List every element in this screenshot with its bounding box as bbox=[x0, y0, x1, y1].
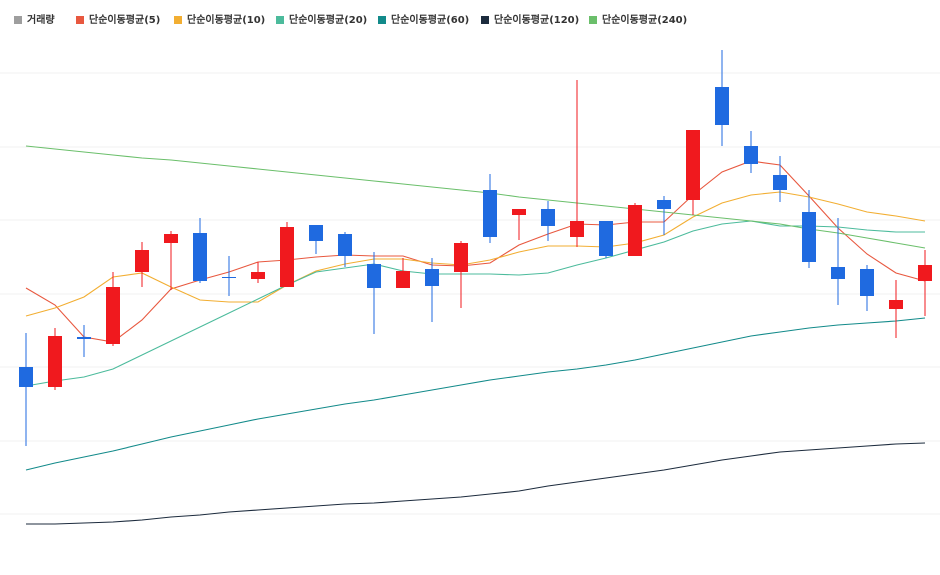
candle-body bbox=[164, 234, 178, 243]
legend-swatch bbox=[276, 16, 284, 24]
candle-body bbox=[396, 271, 410, 288]
candle-body bbox=[280, 227, 294, 287]
candle-body bbox=[918, 265, 932, 281]
legend-label: 단순이동평균(240) bbox=[602, 13, 687, 26]
legend-label: 단순이동평균(20) bbox=[289, 13, 367, 26]
legend-swatch bbox=[174, 16, 182, 24]
candle-body bbox=[425, 269, 439, 286]
candle-body bbox=[889, 300, 903, 309]
ma-line bbox=[25, 317, 926, 471]
candle-body bbox=[541, 209, 555, 226]
ma-line bbox=[26, 442, 926, 525]
ma-line bbox=[25, 160, 926, 343]
legend-label: 단순이동평균(120) bbox=[494, 13, 579, 26]
legend-label: 단순이동평균(5) bbox=[89, 13, 160, 26]
legend-swatch bbox=[76, 16, 84, 24]
candle-body bbox=[19, 367, 33, 387]
legend-label: 단순이동평균(10) bbox=[187, 13, 265, 26]
candle-body bbox=[367, 264, 381, 288]
ma-line bbox=[25, 220, 925, 387]
legend-label: 거래량 bbox=[27, 13, 55, 26]
legend-swatch bbox=[378, 16, 386, 24]
candle-body bbox=[657, 200, 671, 209]
candle-body bbox=[599, 221, 613, 256]
candle-body bbox=[570, 221, 584, 237]
candle-body bbox=[222, 277, 236, 278]
candle-body bbox=[715, 87, 729, 125]
ma-line bbox=[25, 191, 926, 317]
candle-body bbox=[860, 269, 874, 296]
candle-body bbox=[831, 267, 845, 279]
candle-body bbox=[773, 175, 787, 190]
legend-swatch bbox=[481, 16, 489, 24]
candle-body bbox=[338, 234, 352, 256]
candle-body bbox=[686, 130, 700, 200]
candle-body bbox=[193, 233, 207, 281]
candle-body bbox=[309, 225, 323, 241]
candle-body bbox=[744, 146, 758, 164]
candle-body bbox=[251, 272, 265, 279]
candle-body bbox=[454, 243, 468, 272]
legend-label: 단순이동평균(60) bbox=[391, 13, 469, 26]
candle-body bbox=[628, 205, 642, 256]
legend-swatch bbox=[14, 16, 22, 24]
candle-body bbox=[483, 190, 497, 237]
candle-body bbox=[48, 336, 62, 387]
candle-body bbox=[135, 250, 149, 272]
candle-body bbox=[106, 287, 120, 344]
ma-line bbox=[25, 145, 926, 249]
candle-body bbox=[512, 209, 526, 215]
candle-body bbox=[77, 337, 91, 339]
legend-swatch bbox=[589, 16, 597, 24]
candle-body bbox=[802, 212, 816, 262]
